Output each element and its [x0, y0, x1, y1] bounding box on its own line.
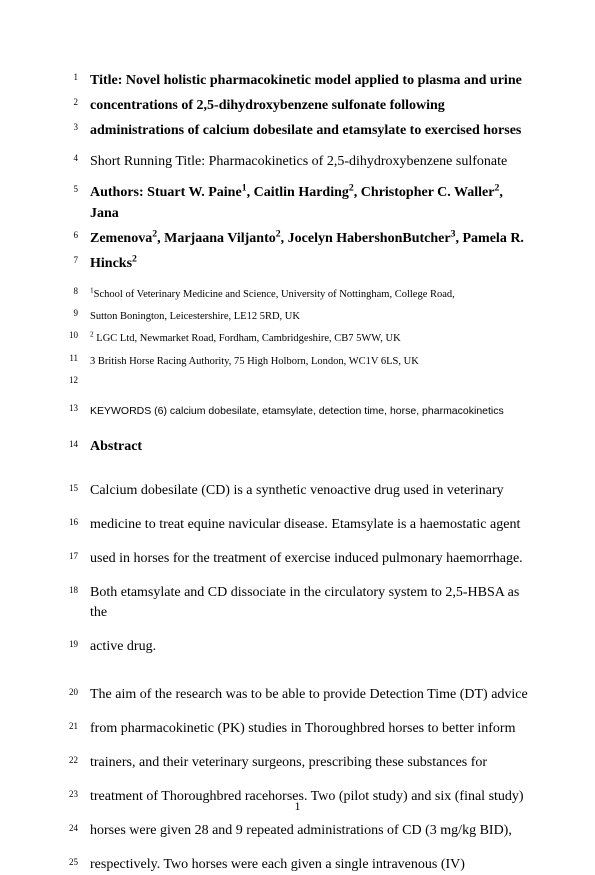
keywords-text: KEYWORDS (6) calcium dobesilate, etamsyl… [90, 405, 504, 417]
line-number: 13 [48, 403, 78, 413]
authors-text: Authors: Stuart W. Paine1, Caitlin Hardi… [90, 185, 503, 221]
body-text: trainers, and their veterinary surgeons,… [90, 755, 487, 770]
line-number: 12 [48, 375, 78, 385]
line-number: 23 [48, 789, 78, 799]
line-number: 17 [48, 551, 78, 561]
author-name: , Jocelyn HabershonButcher [281, 231, 451, 246]
line-number: 16 [48, 517, 78, 527]
line-number: 25 [48, 857, 78, 867]
title-line: 3 administrations of calcium dobesilate … [90, 120, 535, 141]
authors-text: Zemenova2, Marjaana Viljanto2, Jocelyn H… [90, 231, 524, 246]
abstract-heading-line: 14 Abstract [90, 437, 535, 455]
authors-line: 6 Zemenova2, Marjaana Viljanto2, Jocelyn… [90, 228, 535, 249]
author-name: , Christopher C. Waller [354, 185, 495, 200]
line-number: 4 [48, 153, 78, 163]
body-text: from pharmacokinetic (PK) studies in Tho… [90, 721, 515, 736]
affiliation-line: 8 1School of Veterinary Medicine and Sci… [90, 284, 535, 302]
line-number: 9 [48, 308, 78, 318]
line-number: 2 [48, 97, 78, 107]
line-number: 11 [48, 353, 78, 363]
body-line: 18 Both etamsylate and CD dissociate in … [90, 583, 535, 622]
page-number: 1 [0, 799, 595, 814]
title-text: concentrations of 2,5-dihydroxybenzene s… [90, 98, 445, 113]
line-number: 21 [48, 721, 78, 731]
affil-content: LGC Ltd, Newmarket Road, Fordham, Cambri… [94, 333, 401, 344]
line-number: 5 [48, 184, 78, 194]
author-name: , Pamela R. [456, 231, 524, 246]
author-name: , Marjaana Viljanto [157, 231, 276, 246]
body-line: 25 respectively. Two horses were each gi… [90, 855, 535, 875]
line-number: 1 [48, 72, 78, 82]
affiliation-line: 9 Sutton Bonington, Leicestershire, LE12… [90, 306, 535, 324]
body-line: 16 medicine to treat equine navicular di… [90, 515, 535, 535]
affiliation-text: 2 LGC Ltd, Newmarket Road, Fordham, Camb… [90, 333, 401, 344]
body-line: 20 The aim of the research was to be abl… [90, 685, 535, 705]
body-line: 24 horses were given 28 and 9 repeated a… [90, 821, 535, 841]
body-line: 15 Calcium dobesilate (CD) is a syntheti… [90, 481, 535, 501]
line-number: 18 [48, 585, 78, 595]
author-name: , Caitlin Harding [247, 185, 349, 200]
body-line: 21 from pharmacokinetic (PK) studies in … [90, 719, 535, 739]
keywords-line: 13 KEYWORDS (6) calcium dobesilate, etam… [90, 401, 535, 419]
blank [90, 378, 93, 389]
body-text: Calcium dobesilate (CD) is a synthetic v… [90, 483, 504, 498]
line-number: 7 [48, 255, 78, 265]
affiliation-text: Sutton Bonington, Leicestershire, LE12 5… [90, 311, 300, 322]
authors-line: 7 Hincks2 [90, 253, 535, 274]
body-text: respectively. Two horses were each given… [90, 857, 465, 872]
line-number: 20 [48, 687, 78, 697]
affil-sup: 2 [132, 253, 137, 264]
title-text: Title: Novel holistic pharmacokinetic mo… [90, 73, 522, 88]
title-line: 1 Title: Novel holistic pharmacokinetic … [90, 70, 535, 91]
line-number: 6 [48, 230, 78, 240]
body-text: active drug. [90, 639, 156, 654]
authors-text: Hincks2 [90, 256, 137, 271]
line-number: 15 [48, 483, 78, 493]
body-line: 22 trainers, and their veterinary surgeo… [90, 753, 535, 773]
affiliation-line: 10 2 LGC Ltd, Newmarket Road, Fordham, C… [90, 328, 535, 346]
affiliation-text: 1School of Veterinary Medicine and Scien… [90, 289, 455, 300]
title-line: 2 concentrations of 2,5-dihydroxybenzene… [90, 95, 535, 116]
author-name: Authors: Stuart W. Paine [90, 185, 242, 200]
line-number: 22 [48, 755, 78, 765]
body-text: Both etamsylate and CD dissociate in the… [90, 585, 519, 620]
blank-line: 12 [90, 373, 535, 391]
author-name: Zemenova [90, 231, 152, 246]
body-text: horses were given 28 and 9 repeated admi… [90, 823, 512, 838]
author-name: Hincks [90, 256, 132, 271]
line-number: 10 [48, 330, 78, 340]
body-text: used in horses for the treatment of exer… [90, 551, 523, 566]
affiliation-line: 11 3 British Horse Racing Authority, 75 … [90, 351, 535, 369]
body-text: medicine to treat equine navicular disea… [90, 517, 520, 532]
line-number: 8 [48, 286, 78, 296]
body-line: 17 used in horses for the treatment of e… [90, 549, 535, 569]
title-text: administrations of calcium dobesilate an… [90, 123, 521, 138]
line-number: 19 [48, 639, 78, 649]
line-number: 14 [48, 439, 78, 449]
body-text: The aim of the research was to be able t… [90, 687, 528, 702]
line-number: 3 [48, 122, 78, 132]
line-number: 24 [48, 823, 78, 833]
running-title: Short Running Title: Pharmacokinetics of… [90, 154, 507, 169]
body-line: 19 active drug. [90, 637, 535, 657]
affiliation-text: 3 British Horse Racing Authority, 75 Hig… [90, 356, 419, 367]
affil-content: School of Veterinary Medicine and Scienc… [94, 289, 455, 300]
authors-line: 5 Authors: Stuart W. Paine1, Caitlin Har… [90, 182, 535, 224]
running-title-line: 4 Short Running Title: Pharmacokinetics … [90, 151, 535, 172]
abstract-heading: Abstract [90, 439, 142, 454]
